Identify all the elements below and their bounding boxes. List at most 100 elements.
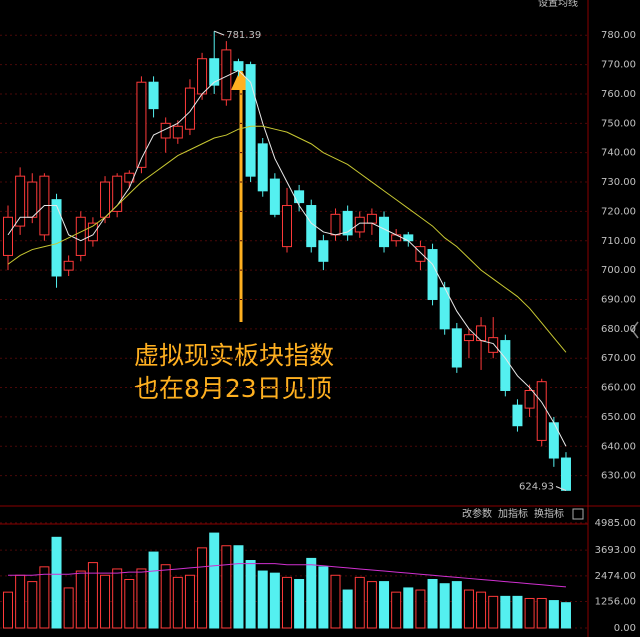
y-tick-label: 750.00	[601, 118, 636, 129]
annotation: 也在8月23日见顶	[134, 374, 332, 403]
y-tick-label: 640.00	[601, 441, 636, 452]
candle-body	[172, 125, 183, 139]
panel-icon[interactable]	[572, 508, 584, 520]
candle-body	[148, 81, 159, 110]
candle-body	[451, 328, 462, 368]
volume-bar	[3, 591, 13, 629]
candle-body	[306, 205, 317, 248]
candle-body	[3, 216, 13, 256]
y-tick-label: 670.00	[601, 353, 636, 364]
y-tick-label: 720.00	[601, 206, 636, 217]
volume-bar	[403, 587, 414, 629]
y-tick-label: 710.00	[601, 236, 636, 247]
candle-body	[27, 181, 38, 218]
candle-body	[75, 216, 86, 256]
candle-body	[318, 240, 329, 262]
candle-body	[269, 178, 280, 215]
candle-body	[51, 199, 62, 277]
candle-body	[63, 260, 74, 271]
candle-body	[233, 61, 244, 71]
volume-bar	[148, 551, 159, 629]
volume-bar	[354, 576, 365, 629]
volume-bar	[124, 578, 135, 629]
y-tick-label: 730.00	[601, 177, 636, 188]
volume-bar	[463, 589, 474, 629]
volume-bar	[524, 597, 535, 629]
candle-body	[379, 216, 390, 248]
volume-bar	[560, 602, 571, 629]
volume-bar	[257, 570, 268, 629]
y-tick-label: 660.00	[601, 383, 636, 394]
high-label: 781.39	[226, 30, 261, 41]
y-tick-label: 740.00	[601, 148, 636, 159]
candle-body	[294, 190, 305, 204]
volume-bar	[75, 570, 86, 629]
volume-bar	[184, 574, 195, 629]
y-tick-label: 700.00	[601, 265, 636, 276]
volume-bar	[221, 545, 232, 629]
volume-bar	[100, 574, 111, 629]
y-tick-label: 770.00	[601, 60, 636, 71]
y-tick-label: 3693.00	[595, 545, 636, 556]
candle-body	[281, 205, 292, 248]
volume-bar	[415, 589, 426, 629]
volume-bar	[15, 574, 26, 629]
candle-body	[100, 181, 111, 218]
candle-body	[257, 143, 268, 192]
volume-bar	[366, 581, 377, 629]
volume-bar	[476, 591, 487, 629]
candle-body	[160, 122, 171, 139]
moving-average	[7, 125, 567, 353]
y-tick-label: 650.00	[601, 412, 636, 423]
volume-bar	[233, 545, 244, 629]
candle-body	[415, 246, 426, 262]
candle-body	[209, 58, 220, 86]
volume-bar	[451, 581, 462, 629]
volume-bar	[391, 591, 402, 629]
volume-bar	[439, 583, 450, 629]
y-tick-label: 630.00	[601, 471, 636, 482]
candle-body	[184, 87, 195, 130]
candle-body	[245, 64, 256, 177]
volume-bar	[269, 572, 280, 629]
low-leader	[555, 486, 567, 491]
volume-bar	[548, 600, 559, 629]
indicator-button[interactable]: 改参数	[462, 507, 492, 520]
candle-body	[330, 213, 341, 236]
volume-bar	[330, 574, 341, 629]
indicator-button[interactable]: 换指标	[534, 507, 564, 520]
volume-bar	[136, 568, 147, 629]
volume-bar	[245, 560, 256, 629]
candle-body	[112, 175, 123, 212]
candle-body	[87, 222, 98, 242]
candle-body	[500, 340, 511, 391]
indicator-button[interactable]: 加指标	[498, 507, 528, 520]
ma-settings-button[interactable]: 设置均线	[538, 0, 578, 9]
volume-bar	[160, 564, 171, 629]
volume-bar	[39, 566, 50, 629]
volume-bar	[87, 562, 98, 629]
moving-average	[8, 563, 567, 588]
volume-bar	[536, 597, 547, 629]
volume-bar	[500, 595, 511, 629]
y-tick-label: 690.00	[601, 294, 636, 305]
candle-body	[512, 404, 523, 427]
high-leader	[214, 30, 225, 36]
y-tick-label: 2474.00	[595, 571, 636, 582]
candle-body	[476, 325, 487, 342]
y-tick-label: 680.00	[601, 324, 636, 335]
candle-body	[427, 249, 438, 300]
collapse-button[interactable]	[631, 321, 639, 339]
volume-bar	[281, 576, 292, 629]
candle-body	[15, 175, 26, 227]
volume-bar	[488, 595, 499, 629]
volume-bar	[209, 532, 220, 629]
volume-bar	[427, 578, 438, 629]
y-tick-label: 760.00	[601, 89, 636, 100]
candle-body	[536, 381, 547, 441]
volume-bar	[112, 568, 123, 629]
y-tick-label: 4985.00	[595, 518, 636, 529]
candle-body	[221, 49, 232, 101]
